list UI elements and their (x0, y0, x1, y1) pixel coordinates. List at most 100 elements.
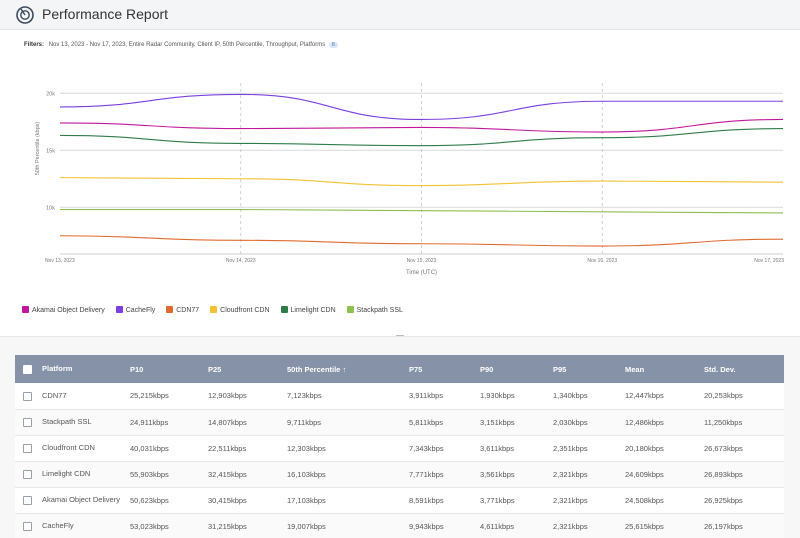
col-header-p10[interactable]: P10 (130, 355, 208, 383)
row-checkbox[interactable] (23, 469, 32, 479)
chart-legend: Akamai Object Delivery CacheFly CDN77 Cl… (22, 306, 412, 316)
cell-value: 4,611kbps (480, 513, 553, 538)
platform-name: Cloudfront CDN (42, 443, 95, 453)
table-row[interactable]: CDN77 25,215kbps 12,903kbps 7,123kbps 3,911k… (15, 383, 784, 410)
cell-value: 19,007kbps (287, 513, 409, 538)
cell-value: 1,340kbps (553, 383, 625, 410)
x-axis-title: Time (UTC) (406, 270, 437, 276)
row-checkbox[interactable] (23, 391, 32, 401)
cell-value: 26,673kbps (704, 435, 784, 462)
cell-value: 12,303kbps (287, 435, 409, 462)
filter-throughput[interactable]: Throughput, (265, 42, 299, 48)
col-header-50th-percentile[interactable]: 50th Percentile ↑ (287, 355, 409, 383)
cell-value: 14,807kbps (208, 409, 287, 436)
page-header: Performance Report (0, 0, 800, 30)
cell-value: 30,415kbps (208, 487, 287, 514)
cell-value: 11,250kbps (704, 409, 784, 436)
cell-value: 24,508kbps (625, 487, 704, 514)
cell-value: 2,351kbps (553, 435, 625, 462)
cell-value: 3,611kbps (480, 435, 553, 462)
cell-value: 7,343kbps (409, 435, 480, 462)
series-line (59, 93, 783, 121)
cell-value: 53,023kbps (130, 513, 208, 538)
results-table: Platform P10 P25 50th Percentile ↑ P75 P… (15, 355, 784, 538)
cell-value: 55,903kbps (130, 461, 208, 488)
filters-bar: Filters: Nov 13, 2023 - Nov 17, 2023, En… (24, 42, 338, 48)
series-line (59, 177, 784, 187)
cell-value: 20,180kbps (625, 435, 704, 462)
legend-swatch (346, 306, 354, 313)
legend-swatch (280, 306, 288, 313)
cell-value: 26,197kbps (704, 513, 784, 538)
filter-date-range[interactable]: Nov 13, 2023 - Nov 17, 2023, (48, 42, 128, 48)
x-tick-label: Nov 13, 2023 (45, 258, 75, 264)
cell-value: 25,215kbps (130, 383, 208, 410)
table-row[interactable]: CacheFly 53,023kbps 31,215kbps 19,007kbps 9,… (15, 513, 784, 538)
col-header-p75[interactable]: P75 (409, 355, 480, 383)
cell-value: 3,151kbps (480, 409, 553, 436)
row-checkbox[interactable] (23, 417, 32, 427)
x-tick-label: Nov 17, 2023 (754, 258, 784, 264)
legend-item-stackpath[interactable]: Stackpath SSL (346, 306, 403, 314)
cell-value: 9,943kbps (409, 513, 480, 538)
row-checkbox[interactable] (23, 521, 32, 531)
legend-label: CacheFly (125, 307, 156, 314)
cell-value: 2,321kbps (553, 461, 625, 488)
legend-swatch (166, 306, 174, 313)
y-axis-title: 50th Percentile (kbps) (35, 122, 41, 176)
legend-item-cachefly[interactable]: CacheFly (115, 306, 156, 314)
cell-value: 7,771kbps (409, 461, 480, 488)
section-divider (0, 336, 800, 337)
filter-platforms[interactable]: Platforms (299, 42, 326, 48)
cell-value: 2,321kbps (553, 487, 625, 514)
col-header-p90[interactable]: P90 (480, 355, 553, 383)
x-tick-label: Nov 14, 2023 (226, 258, 256, 264)
table-row[interactable]: Akamai Object Delivery 50,623kbps 30,415kb… (15, 487, 784, 514)
col-header-mean[interactable]: Mean (625, 355, 704, 383)
cell-value: 2,321kbps (553, 513, 625, 538)
filter-community[interactable]: Entire Radar Community, (128, 42, 196, 48)
legend-item-cdn77[interactable]: CDN77 (166, 306, 199, 314)
cell-value: 26,925kbps (704, 487, 784, 514)
cell-value: 12,903kbps (208, 383, 287, 410)
cell-platform: CacheFly (15, 513, 130, 538)
cell-platform: Akamai Object Delivery (15, 487, 130, 514)
select-all-checkbox[interactable] (23, 364, 32, 374)
cell-value: 12,486kbps (625, 409, 704, 436)
cell-platform: Limelight CDN (15, 461, 130, 488)
legend-swatch (22, 306, 29, 313)
y-tick-label: 20k (46, 91, 55, 97)
filter-client-ip[interactable]: Client IP, (197, 42, 221, 48)
series-line (59, 235, 784, 247)
cell-value: 25,615kbps (625, 513, 704, 538)
col-header-p95[interactable]: P95 (553, 355, 625, 383)
legend-item-akamai[interactable]: Akamai Object Delivery (22, 306, 105, 314)
chart-area: 20k 15k 10k Nov 13, 2023 Nov 14, 2023 Nov 15,… (0, 70, 800, 285)
series-line (59, 118, 784, 133)
col-header-std-dev[interactable]: Std. Dev. (704, 355, 784, 383)
cell-value: 1,930kbps (480, 383, 553, 410)
cell-value: 31,215kbps (208, 513, 287, 538)
table-row[interactable]: Stackpath SSL 24,911kbps 14,807kbps 9,711kb… (15, 409, 784, 436)
cell-value: 3,771kbps (480, 487, 553, 514)
x-tick-label: Nov 16, 2023 (587, 258, 617, 264)
col-header-platform[interactable]: Platform (15, 355, 130, 383)
cell-value: 3,561kbps (480, 461, 553, 488)
legend-item-limelight[interactable]: Limelight CDN (280, 306, 336, 314)
cell-value: 5,811kbps (409, 409, 480, 436)
table-row[interactable]: Cloudfront CDN 40,031kbps 22,511kbps 12,303… (15, 435, 784, 462)
col-header-p25[interactable]: P25 (208, 355, 287, 383)
row-checkbox[interactable] (23, 443, 32, 453)
platform-name: Limelight CDN (42, 469, 91, 479)
legend-item-cloudfront[interactable]: Cloudfront CDN (210, 306, 270, 314)
filter-percentile[interactable]: 50th Percentile, (222, 42, 265, 48)
y-tick-label: 10k (46, 205, 55, 211)
page-title: Performance Report (42, 6, 169, 22)
legend-label: Cloudfront CDN (220, 307, 270, 314)
cell-value: 24,609kbps (625, 461, 704, 488)
row-checkbox[interactable] (23, 495, 32, 505)
cell-platform: Cloudfront CDN (15, 435, 130, 462)
filters-label: Filters: (24, 42, 45, 48)
table-row[interactable]: Limelight CDN 55,903kbps 32,415kbps 16,103k… (15, 461, 784, 488)
series-line (60, 208, 784, 214)
